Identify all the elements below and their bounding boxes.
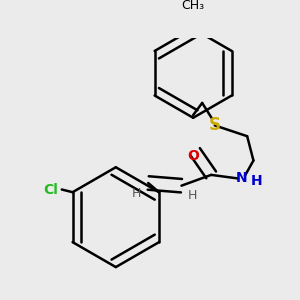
Text: H: H: [131, 187, 141, 200]
Text: O: O: [188, 149, 200, 164]
Text: S: S: [209, 116, 221, 134]
Text: Cl: Cl: [44, 182, 59, 197]
Text: H: H: [251, 174, 262, 188]
Text: CH₃: CH₃: [182, 0, 205, 12]
Text: H: H: [188, 189, 197, 202]
Text: N: N: [236, 171, 248, 185]
